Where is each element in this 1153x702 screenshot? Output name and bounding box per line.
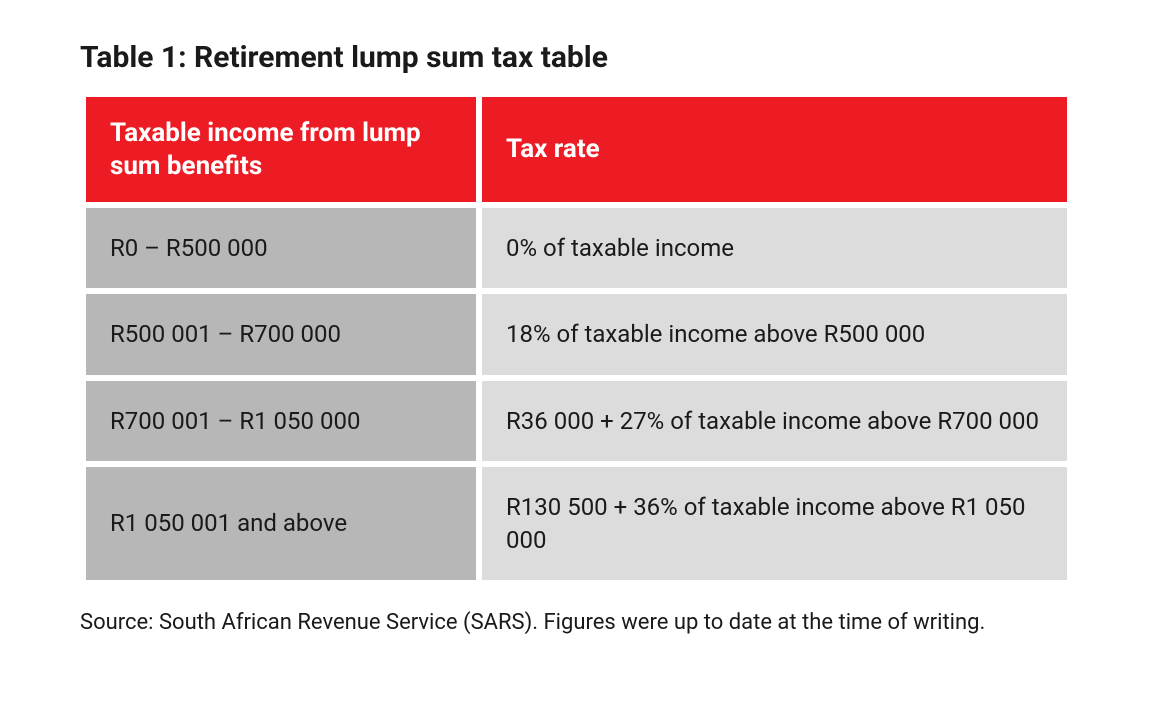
cell-rate: 18% of taxable income above R500 000 — [482, 294, 1067, 374]
source-note: Source: South African Revenue Service (S… — [80, 608, 1040, 639]
tax-table: Taxable income from lump sum benefits Ta… — [80, 91, 1073, 586]
cell-rate: 0% of taxable income — [482, 208, 1067, 288]
table-title: Table 1: Retirement lump sum tax table — [80, 40, 1073, 75]
cell-bracket: R0 – R500 000 — [86, 208, 476, 288]
header-tax-rate: Tax rate — [482, 97, 1067, 202]
cell-bracket: R700 001 – R1 050 000 — [86, 381, 476, 461]
cell-bracket: R1 050 001 and above — [86, 467, 476, 580]
cell-rate: R130 500 + 36% of taxable income above R… — [482, 467, 1067, 580]
cell-bracket: R500 001 – R700 000 — [86, 294, 476, 374]
cell-rate: R36 000 + 27% of taxable income above R7… — [482, 381, 1067, 461]
table-row: R0 – R500 000 0% of taxable income — [86, 208, 1067, 288]
table-row: R500 001 – R700 000 18% of taxable incom… — [86, 294, 1067, 374]
table-row: R1 050 001 and above R130 500 + 36% of t… — [86, 467, 1067, 580]
table-row: R700 001 – R1 050 000 R36 000 + 27% of t… — [86, 381, 1067, 461]
tax-table-block: Table 1: Retirement lump sum tax table T… — [80, 40, 1073, 639]
header-taxable-income: Taxable income from lump sum benefits — [86, 97, 476, 202]
table-header-row: Taxable income from lump sum benefits Ta… — [86, 97, 1067, 202]
